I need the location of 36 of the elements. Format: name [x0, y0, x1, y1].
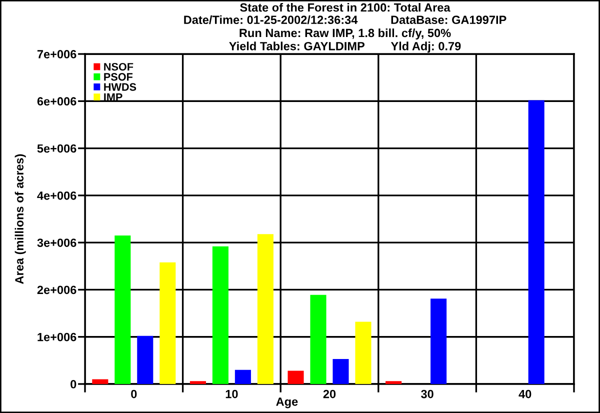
bar	[160, 262, 176, 384]
y-tick-label: 1e+006	[38, 332, 76, 342]
bar	[234, 370, 251, 384]
bar	[386, 381, 402, 384]
y-tick-label: 4e+006	[37, 191, 76, 200]
bar	[332, 359, 349, 384]
y-axis-title: Area (millions of acres)	[14, 154, 26, 284]
legend-label: IMP	[104, 93, 122, 101]
bar	[190, 381, 206, 384]
x-tick-label: 0	[131, 390, 137, 398]
bar	[310, 294, 326, 384]
legend-label: PSOF	[104, 73, 133, 81]
bar	[114, 236, 131, 384]
bar	[430, 298, 447, 384]
bar	[257, 234, 274, 384]
bar	[92, 379, 108, 384]
y-tick-label: 6e+006	[37, 97, 76, 106]
x-tick-label: 30	[421, 390, 434, 398]
chart-subtitle: Date/Time: 01-25-2002/12:36:34 DataBase: GA1997IP Run Name: Raw IMP, 1.8 bill. cf/y, 50% Yield Tables: GAYLDIMP Yld Adj: 0.79	[184, 15, 506, 53]
bar	[355, 322, 372, 384]
x-tick-label: 10	[226, 390, 238, 398]
y-tick-label: 7e+006	[37, 50, 76, 58]
y-tick-label: 3e+006	[37, 238, 76, 247]
bar	[137, 336, 154, 384]
x-tick-label: 20	[323, 390, 336, 398]
y-tick-label: 5e+006	[37, 144, 76, 153]
bar	[212, 246, 228, 384]
y-tick-label: 0	[70, 380, 76, 388]
chart-title: State of the Forest in 2100: Total Area	[240, 3, 450, 12]
legend-label: HWDS	[104, 83, 136, 91]
bar	[528, 100, 544, 384]
x-axis-title: Age	[276, 398, 298, 408]
y-tick-label: 2e+006	[37, 286, 76, 294]
x-tick-label: 40	[518, 390, 532, 398]
legend-label: NSOF	[104, 62, 134, 71]
bar	[288, 370, 304, 384]
